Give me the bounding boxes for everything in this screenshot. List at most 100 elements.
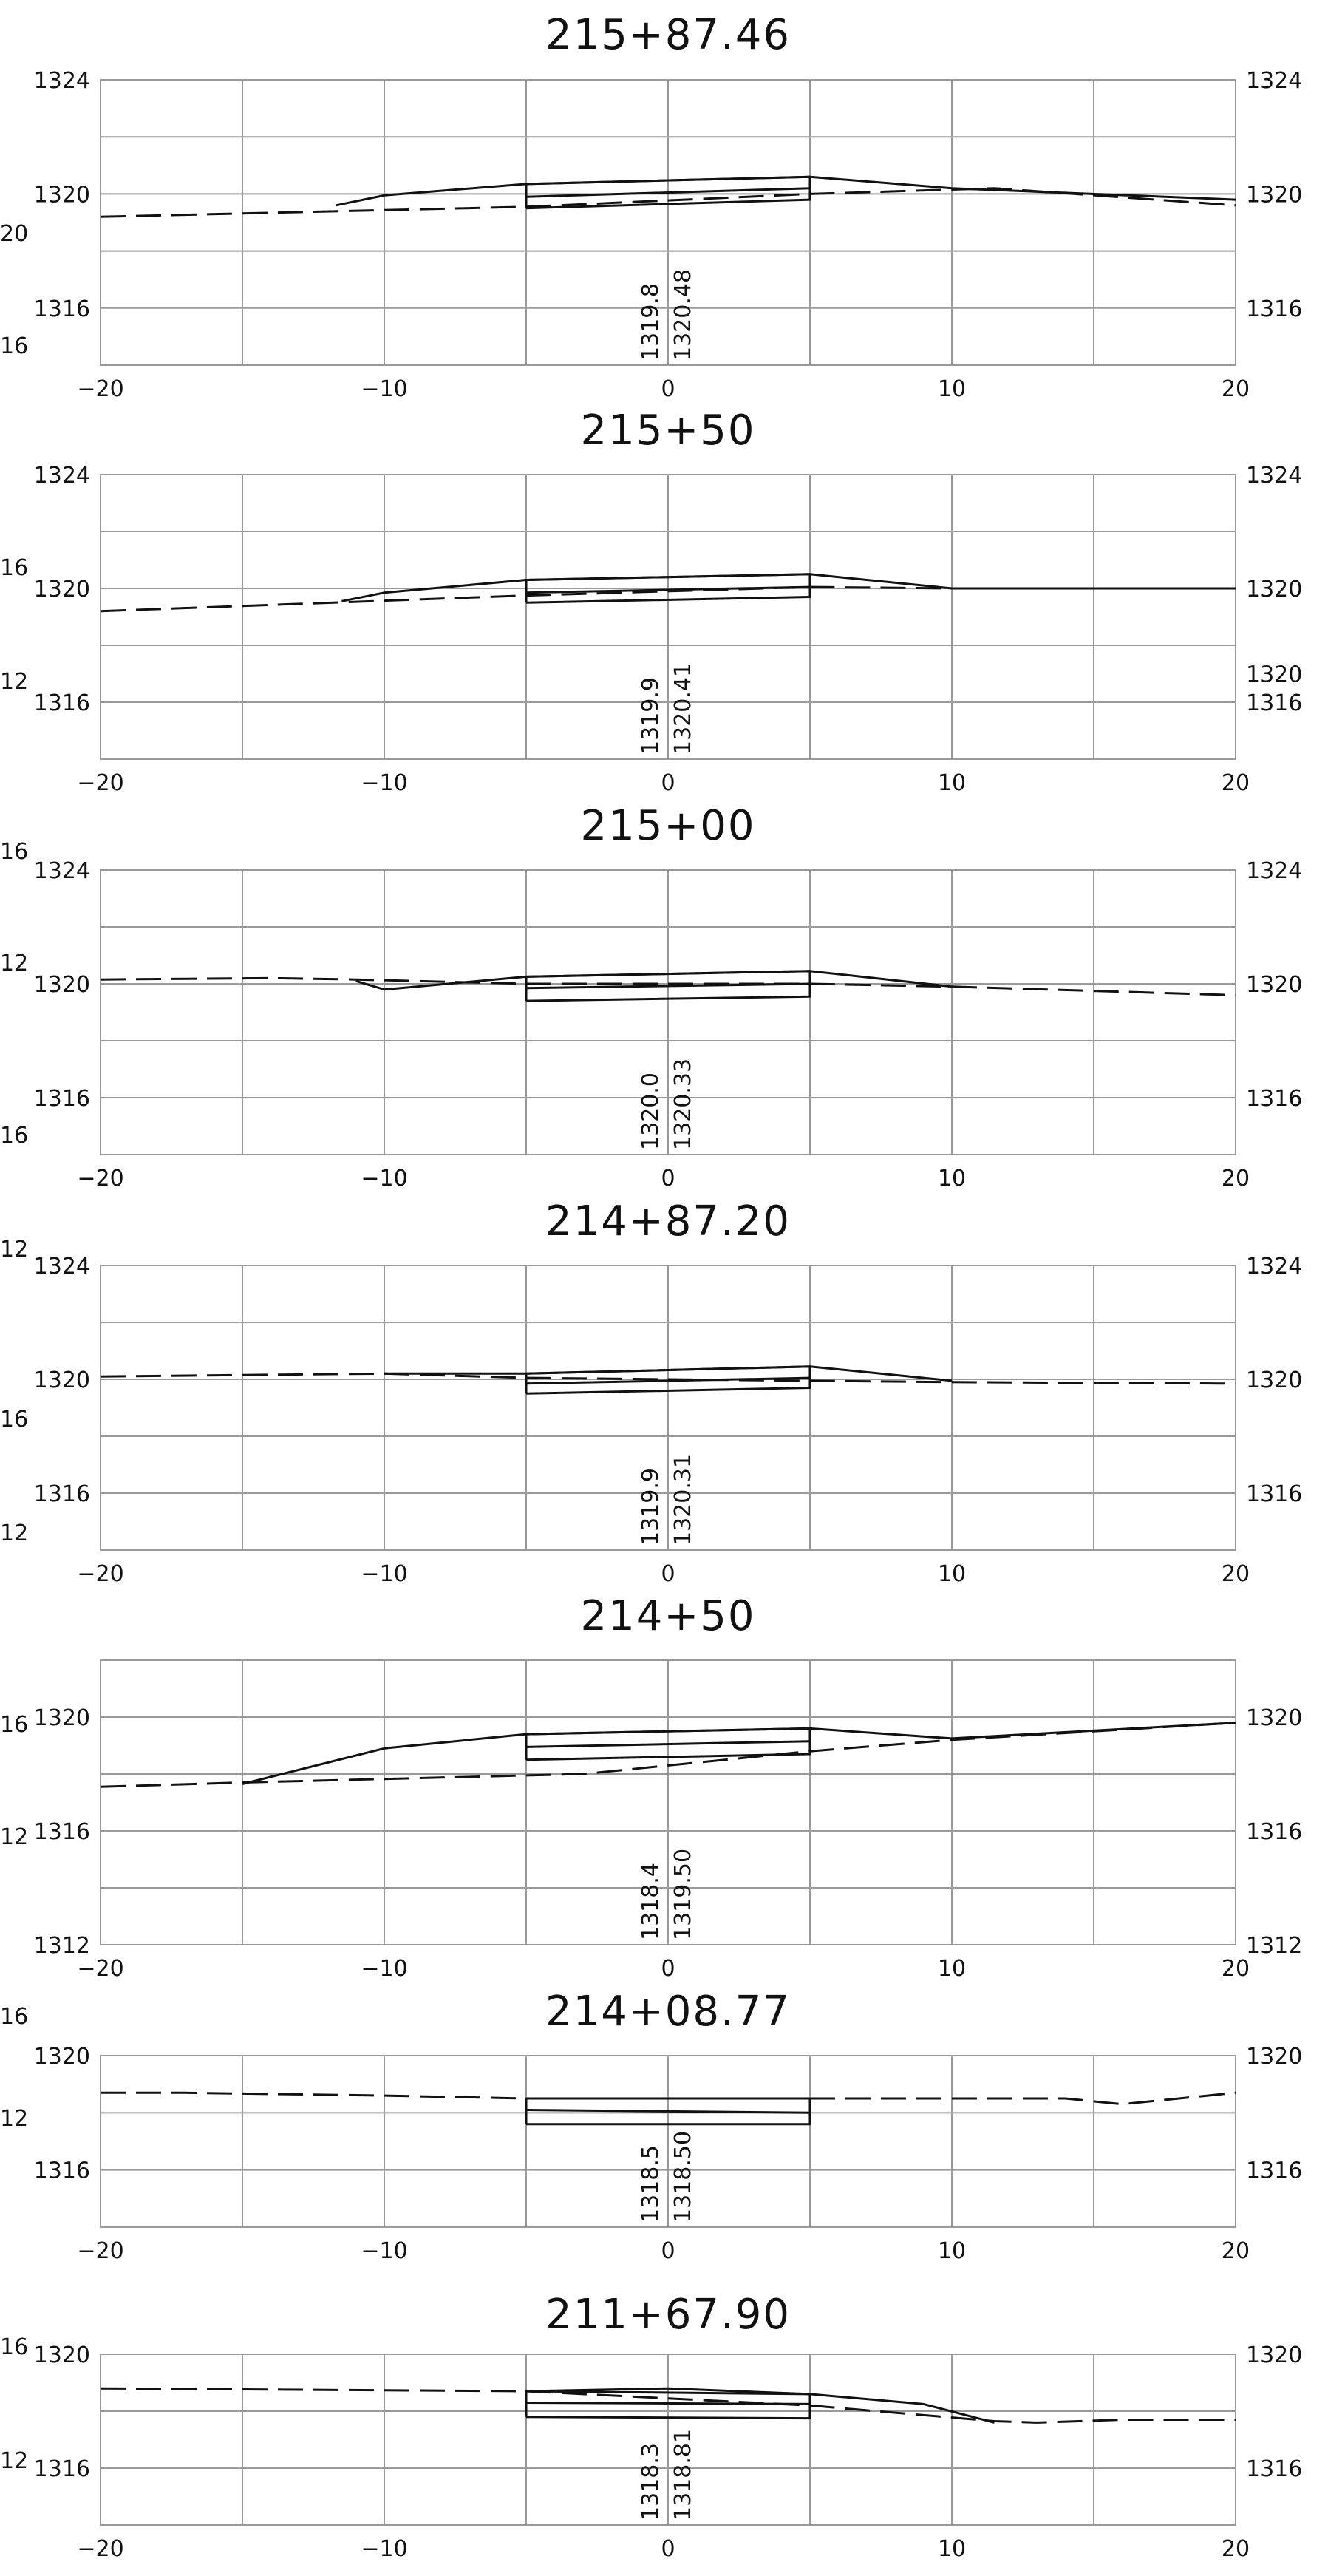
x-tick-label: 0	[661, 1956, 675, 1982]
cross-section-panel	[100, 474, 1236, 760]
y-tick-label-right: 1316	[1246, 2158, 1302, 2184]
y-tick-label-right: 1320	[1246, 577, 1302, 602]
x-tick-label: −10	[361, 1166, 407, 1192]
design-grade-line	[525, 2402, 811, 2405]
panel-frame	[100, 869, 1236, 1155]
left-edge-label: 20	[0, 221, 28, 247]
x-tick-label: 10	[938, 770, 966, 796]
y-tick-label-left: 1320	[34, 972, 90, 998]
y-tick-label-right: 1312	[1246, 1933, 1302, 1959]
y-tick-label-left: 1316	[34, 2158, 90, 2184]
y-tick-label-right: 1316	[1246, 296, 1302, 322]
left-edge-label: 16	[0, 2334, 28, 2360]
x-tick-label: 10	[938, 2536, 966, 2562]
design-grade-line	[242, 1722, 1236, 1785]
left-edge-label: 16	[0, 2004, 28, 2030]
x-tick-label: −20	[77, 2536, 123, 2562]
y-tick-label-right: 1320	[1246, 2044, 1302, 2070]
centerline-elevation-label: 1318.5	[638, 2145, 664, 2223]
x-tick-label: 0	[661, 2536, 675, 2562]
left-edge-label: 12	[0, 951, 28, 976]
x-tick-label: −20	[77, 1561, 123, 1587]
x-tick-label: 10	[938, 1561, 966, 1587]
existing-ground-line	[100, 1372, 1236, 1385]
y-tick-label-right: 1320	[1246, 2342, 1302, 2368]
pavement-section-outline	[525, 1727, 811, 1761]
panel-frame	[100, 1659, 1236, 1945]
y-tick-label-left: 1316	[34, 1481, 90, 1507]
y-tick-label-left: 1316	[34, 296, 90, 322]
y-tick-label-right: 1320	[1246, 662, 1302, 688]
design-grade-line	[525, 1740, 811, 1748]
centerline-elevation-label: 1319.8	[638, 283, 664, 361]
y-tick-label-right: 1324	[1246, 463, 1302, 489]
y-tick-label-left: 1320	[34, 2342, 90, 2368]
centerline-elevation-label: 1320.48	[670, 269, 696, 361]
x-tick-label: −10	[361, 1561, 407, 1587]
x-tick-label: 10	[938, 376, 966, 402]
centerline-elevation-label: 1320.33	[670, 1058, 696, 1150]
y-tick-label-left: 1324	[34, 1254, 90, 1279]
x-tick-label: 20	[1222, 2536, 1250, 2562]
x-tick-label: −20	[77, 770, 123, 796]
pavement-section-outline	[525, 573, 811, 604]
x-tick-label: −10	[361, 2238, 407, 2264]
centerline-elevation-label: 1318.4	[638, 1863, 664, 1940]
x-tick-label: 0	[661, 376, 675, 402]
panel-title: 215+50	[580, 407, 755, 455]
x-tick-label: 0	[661, 1561, 675, 1587]
left-edge-label: 12	[0, 1824, 28, 1850]
pavement-section-outline	[525, 1365, 811, 1395]
x-tick-label: 20	[1222, 770, 1250, 796]
y-tick-label-left: 1312	[34, 1933, 90, 1959]
cross-section-panel	[100, 1265, 1236, 1551]
x-tick-label: 0	[661, 770, 675, 796]
design-grade-line	[525, 2109, 811, 2114]
centerline-elevation-label: 1319.9	[638, 1468, 664, 1546]
left-edge-label: 16	[0, 1712, 28, 1738]
x-tick-label: 20	[1222, 1561, 1250, 1587]
x-tick-label: 10	[938, 1956, 966, 1982]
x-tick-label: 0	[661, 1166, 675, 1192]
x-tick-label: 20	[1222, 1956, 1250, 1982]
left-edge-label: 16	[0, 839, 28, 865]
y-tick-label-right: 1316	[1246, 1086, 1302, 1112]
left-edge-label: 12	[0, 669, 28, 695]
design-grade-line	[525, 187, 811, 198]
centerline-elevation-label: 1320.31	[670, 1454, 696, 1546]
y-tick-label-right: 1320	[1246, 972, 1302, 998]
x-tick-label: 10	[938, 1166, 966, 1192]
x-tick-label: −10	[361, 376, 407, 402]
x-tick-label: −20	[77, 1956, 123, 1982]
design-grade-line	[525, 1376, 811, 1385]
y-tick-label-left: 1320	[34, 182, 90, 208]
y-tick-label-left: 1324	[34, 68, 90, 94]
left-edge-label: 16	[0, 1407, 28, 1433]
pavement-section-outline	[525, 970, 811, 1002]
centerline-elevation-label: 1318.81	[670, 2429, 696, 2521]
centerline-elevation-label: 1320.41	[670, 663, 696, 755]
x-tick-label: 20	[1222, 376, 1250, 402]
x-tick-label: −10	[361, 2536, 407, 2562]
left-edge-label: 12	[0, 2448, 28, 2474]
panel-title: 215+00	[580, 802, 755, 850]
y-tick-label-left: 1316	[34, 1086, 90, 1112]
cross-section-panel	[100, 79, 1236, 366]
y-tick-label-right: 1320	[1246, 182, 1302, 208]
x-tick-label: −10	[361, 770, 407, 796]
x-tick-label: −10	[361, 1956, 407, 1982]
panel-title: 214+87.20	[545, 1197, 791, 1245]
panel-title: 215+87.46	[545, 11, 791, 59]
x-tick-label: 20	[1222, 2238, 1250, 2264]
centerline-elevation-label: 1319.50	[670, 1849, 696, 1940]
panel-frame	[100, 2055, 1236, 2228]
pavement-section-outline	[525, 175, 811, 210]
y-tick-label-right: 1316	[1246, 1481, 1302, 1507]
cross-section-panel	[100, 1659, 1236, 1945]
y-tick-label-left: 1320	[34, 2044, 90, 2070]
left-edge-label: 16	[0, 1123, 28, 1149]
y-tick-label-right: 1316	[1246, 690, 1302, 716]
y-tick-label-right: 1324	[1246, 858, 1302, 884]
panel-frame	[100, 1265, 1236, 1551]
